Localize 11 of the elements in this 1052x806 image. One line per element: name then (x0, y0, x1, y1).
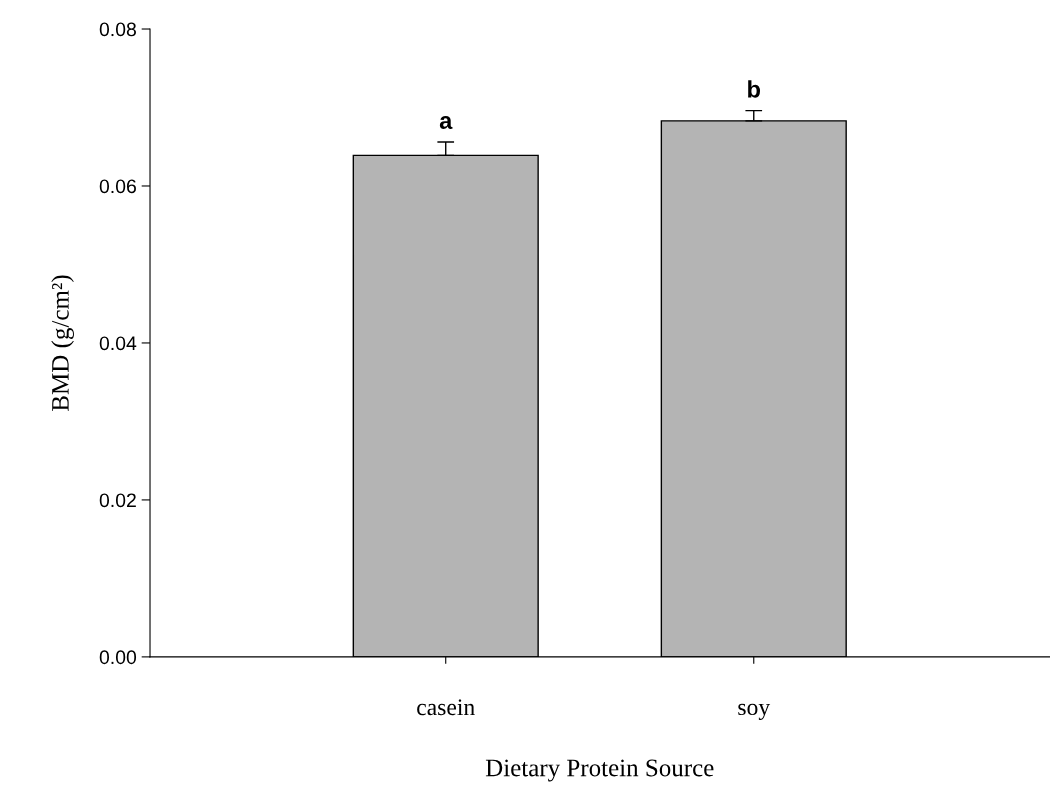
y-axis-title: BMD (g/cm²) (51, 275, 74, 411)
x-tick-label: casein (417, 699, 475, 716)
y-tick-label: 0.04 (99, 336, 137, 351)
y-tick-label: 0.02 (99, 493, 136, 508)
annotation: a (439, 116, 453, 130)
x-axis-title: Dietary Protein Source (485, 759, 714, 782)
y-tick-label: 0.08 (99, 22, 136, 37)
x-tick-label: soy (738, 703, 771, 720)
y-tick-label: 0.06 (99, 179, 136, 194)
y-tick-label: 0.00 (99, 650, 137, 665)
annotation: b (748, 80, 761, 98)
